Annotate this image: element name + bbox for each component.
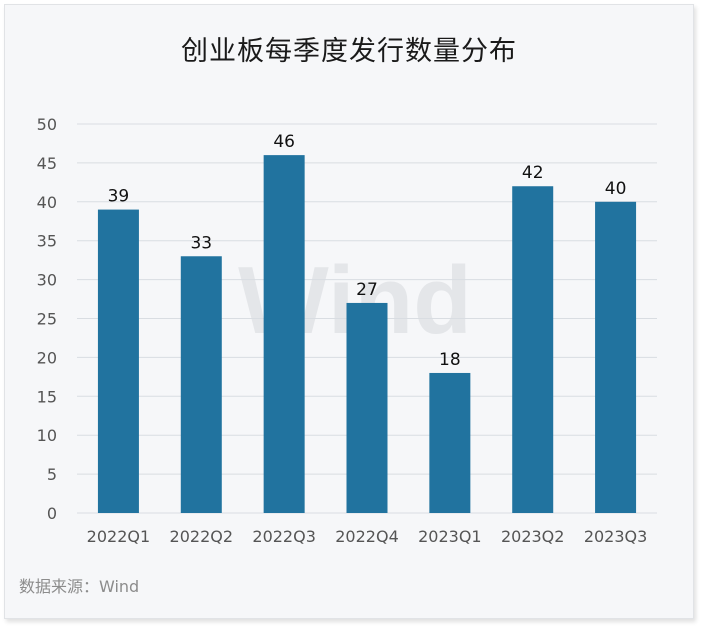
bar [263, 155, 305, 513]
x-tick-label: 2022Q3 [252, 527, 316, 546]
y-tick-label: 30 [37, 271, 57, 290]
y-tick-label: 10 [37, 426, 57, 445]
data-label: 33 [190, 233, 212, 253]
data-labels: 39 33 46 27 18 42 40 [108, 132, 627, 370]
x-tick-label: 2023Q3 [584, 527, 648, 546]
y-tick-label: 5 [47, 465, 57, 484]
chart-title: 创业板每季度发行数量分布 [181, 36, 517, 67]
y-tick-label: 45 [37, 154, 57, 173]
y-axis: 0 5 10 15 20 25 30 35 40 45 50 [37, 115, 57, 523]
x-tick-label: 2022Q4 [335, 527, 399, 546]
y-tick-label: 15 [37, 387, 57, 406]
y-tick-label: 0 [47, 504, 57, 523]
bar [346, 302, 388, 513]
y-tick-label: 40 [37, 193, 57, 212]
bar [595, 201, 637, 514]
data-source-note: 数据来源：Wind [19, 577, 140, 596]
y-tick-label: 25 [37, 310, 57, 329]
data-label: 40 [605, 179, 627, 199]
gridlines [77, 123, 657, 514]
data-label: 27 [356, 280, 378, 300]
bar [429, 372, 471, 513]
y-tick-label: 35 [37, 232, 57, 251]
chart-frame: 创业板每季度发行数量分布 Wind 0 5 10 15 20 25 30 35 40 45 50 3… [4, 4, 694, 619]
x-axis: 2022Q1 2022Q2 2022Q3 2022Q4 2023Q1 2023Q2 2023… [87, 527, 648, 546]
bars [97, 155, 637, 514]
data-label: 42 [522, 163, 544, 183]
x-tick-label: 2022Q2 [170, 527, 234, 546]
bar [97, 209, 139, 513]
bar [180, 256, 222, 513]
x-tick-label: 2023Q2 [501, 527, 565, 546]
data-label: 18 [439, 350, 461, 370]
data-label: 46 [273, 132, 295, 152]
y-tick-label: 50 [37, 115, 57, 134]
data-label: 39 [108, 187, 130, 207]
x-tick-label: 2023Q1 [418, 527, 482, 546]
y-tick-label: 20 [37, 348, 57, 367]
x-tick-label: 2022Q1 [87, 527, 151, 546]
bar [512, 186, 554, 514]
